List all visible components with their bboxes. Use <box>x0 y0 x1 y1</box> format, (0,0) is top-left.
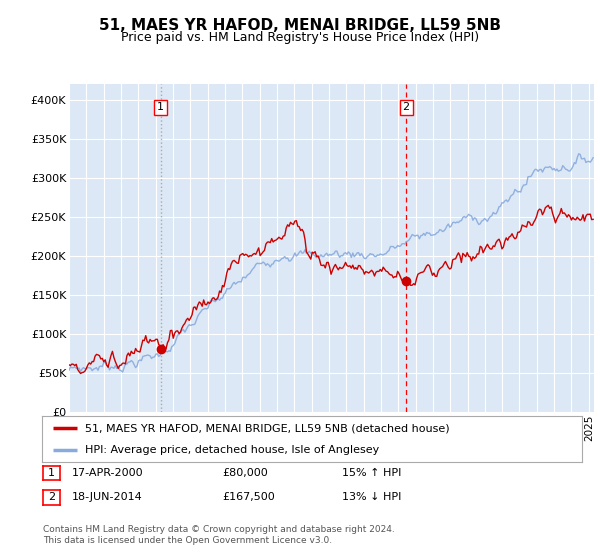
Text: 1: 1 <box>157 102 164 113</box>
Text: 51, MAES YR HAFOD, MENAI BRIDGE, LL59 5NB (detached house): 51, MAES YR HAFOD, MENAI BRIDGE, LL59 5N… <box>85 423 450 433</box>
Text: 17-APR-2000: 17-APR-2000 <box>72 468 143 478</box>
Text: 2: 2 <box>403 102 410 113</box>
Text: £80,000: £80,000 <box>222 468 268 478</box>
Text: Contains HM Land Registry data © Crown copyright and database right 2024.
This d: Contains HM Land Registry data © Crown c… <box>43 525 395 545</box>
Text: HPI: Average price, detached house, Isle of Anglesey: HPI: Average price, detached house, Isle… <box>85 445 379 455</box>
Text: 13% ↓ HPI: 13% ↓ HPI <box>342 492 401 502</box>
Text: 18-JUN-2014: 18-JUN-2014 <box>72 492 143 502</box>
Text: 51, MAES YR HAFOD, MENAI BRIDGE, LL59 5NB: 51, MAES YR HAFOD, MENAI BRIDGE, LL59 5N… <box>99 18 501 33</box>
Text: 15% ↑ HPI: 15% ↑ HPI <box>342 468 401 478</box>
Text: 1: 1 <box>48 468 55 478</box>
Text: Price paid vs. HM Land Registry's House Price Index (HPI): Price paid vs. HM Land Registry's House … <box>121 31 479 44</box>
Text: 2: 2 <box>48 492 55 502</box>
Text: £167,500: £167,500 <box>222 492 275 502</box>
